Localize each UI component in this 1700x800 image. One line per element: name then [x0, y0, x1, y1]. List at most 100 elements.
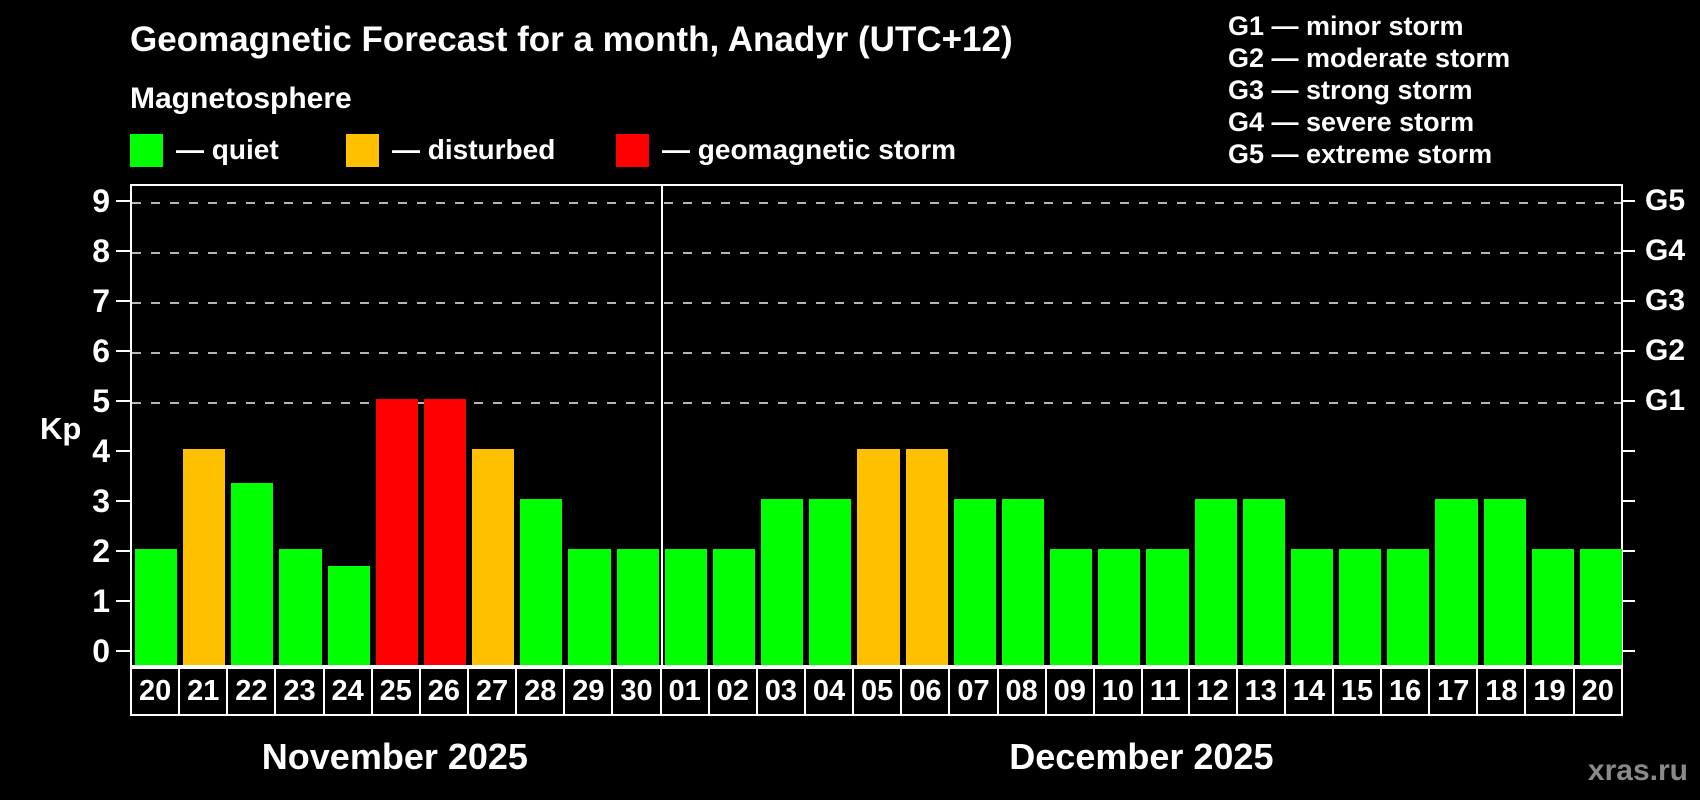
- g-level-label-g5: G5: [1645, 184, 1686, 217]
- g-level-label-g1: G1: [1645, 384, 1686, 417]
- storm-scale-legend: G1 — minor storm G2 — moderate storm G3 — …: [1228, 10, 1510, 170]
- kp-bar: [953, 499, 996, 665]
- date-cell: 24: [322, 667, 373, 716]
- kp-bar: [1098, 549, 1141, 665]
- y-tick-label: 7: [92, 283, 110, 319]
- kp-bar: [327, 565, 370, 665]
- kp-gridline-9: [132, 202, 1621, 204]
- month-label: November 2025: [261, 736, 528, 777]
- y-tick-left: [116, 350, 130, 352]
- date-cell: 22: [226, 667, 277, 716]
- kp-bar: [1146, 549, 1189, 665]
- month-separator: [660, 186, 663, 665]
- date-cell: 11: [1140, 667, 1190, 716]
- date-cell: 14: [1283, 667, 1334, 716]
- y-tick-right: [1621, 550, 1635, 552]
- kp-bar: [1242, 499, 1285, 665]
- date-cell: 18: [1476, 667, 1527, 716]
- chart-subtitle: Magnetosphere: [130, 82, 352, 115]
- kp-bar: [568, 549, 611, 665]
- legend-label: — disturbed: [392, 134, 556, 165]
- y-tick-label: 9: [92, 183, 110, 219]
- y-tick-left: [116, 600, 130, 602]
- date-cell: 05: [852, 667, 903, 716]
- legend-item-disturbed: — disturbed: [346, 133, 555, 167]
- kp-gridline-7: [132, 302, 1621, 304]
- y-tick-label: 3: [92, 483, 110, 519]
- date-cell: 08: [996, 667, 1047, 716]
- y-tick-right: [1621, 300, 1635, 302]
- y-tick-right: [1621, 400, 1635, 402]
- date-cell: 16: [1380, 667, 1431, 716]
- date-cell: 21: [178, 667, 229, 716]
- kp-bar: [231, 482, 274, 665]
- kp-bar: [279, 549, 322, 665]
- y-tick-label: 8: [92, 233, 110, 269]
- kp-bar: [375, 399, 418, 665]
- storm-scale-row-g3: G3 — strong storm: [1228, 75, 1473, 105]
- g-level-label-g2: G2: [1645, 334, 1686, 367]
- kp-bar: [423, 399, 467, 665]
- legend-label: — geomagnetic storm: [662, 134, 957, 165]
- month-label: December 2025: [1009, 736, 1274, 777]
- date-cell: 10: [1092, 667, 1143, 716]
- date-cell: 01: [659, 667, 710, 716]
- storm-scale-row-g2: G2 — moderate storm: [1228, 43, 1511, 73]
- y-tick-left: [116, 400, 130, 402]
- date-cell: 03: [755, 667, 806, 716]
- date-cell: 17: [1428, 667, 1479, 716]
- kp-bar: [1194, 499, 1237, 665]
- kp-gridline-6: [132, 352, 1621, 354]
- date-cell: 02: [707, 667, 758, 716]
- legend-swatch-disturbed-icon: [346, 133, 379, 167]
- legend-label: — quiet: [176, 134, 279, 165]
- date-cell: 15: [1331, 667, 1383, 716]
- y-tick-right: [1621, 250, 1635, 252]
- kp-bar: [1001, 499, 1045, 665]
- y-tick-label: 6: [92, 333, 110, 369]
- kp-bar: [905, 449, 948, 665]
- y-tick-left: [116, 450, 130, 452]
- kp-bar: [1050, 549, 1093, 665]
- y-tick-right: [1621, 600, 1635, 602]
- kp-bar: [1387, 549, 1430, 665]
- legend-swatch-quiet-icon: [130, 133, 163, 167]
- date-cell: 13: [1235, 667, 1286, 716]
- date-cell: 20: [1572, 667, 1623, 716]
- y-axis-title: Kp: [40, 411, 82, 446]
- date-cell: 12: [1187, 667, 1238, 716]
- kp-bar: [616, 549, 659, 665]
- kp-bar: [520, 499, 563, 665]
- y-tick-label: 5: [92, 383, 110, 419]
- y-tick-left: [116, 500, 130, 502]
- date-cell: 23: [274, 667, 325, 716]
- kp-bar: [1339, 549, 1382, 665]
- y-tick-left: [116, 250, 130, 252]
- y-tick-left: [116, 200, 130, 202]
- date-cell: 09: [1044, 667, 1095, 716]
- kp-bar: [183, 449, 226, 665]
- y-tick-left: [116, 650, 130, 652]
- date-cell: 28: [515, 667, 566, 716]
- date-cell: 25: [370, 667, 421, 716]
- y-tick-right: [1621, 200, 1635, 202]
- y-tick-label: 4: [92, 433, 110, 469]
- kp-bar: [1531, 549, 1574, 665]
- y-tick-right: [1621, 450, 1635, 452]
- kp-bar: [761, 499, 804, 665]
- legend-item-storm: — geomagnetic storm: [616, 133, 956, 167]
- storm-scale-row-g5: G5 — extreme storm: [1228, 139, 1493, 169]
- y-tick-right: [1621, 650, 1635, 652]
- date-cell: 04: [803, 667, 855, 716]
- legend-item-quiet: — quiet: [130, 133, 279, 167]
- date-cell: 06: [900, 667, 951, 716]
- kp-bar: [664, 549, 707, 665]
- y-tick-right: [1621, 500, 1635, 502]
- date-axis: 20 21 22 23 24 25 26 27 28 29 30 01 02 03 04 05 06 07 08 09…: [130, 667, 1623, 716]
- storm-scale-row-g4: G4 — severe storm: [1228, 107, 1475, 137]
- kp-bar: [857, 449, 900, 665]
- legend-swatch-storm-icon: [616, 133, 649, 167]
- date-cell: 26: [418, 667, 469, 716]
- plot-area: [130, 184, 1623, 667]
